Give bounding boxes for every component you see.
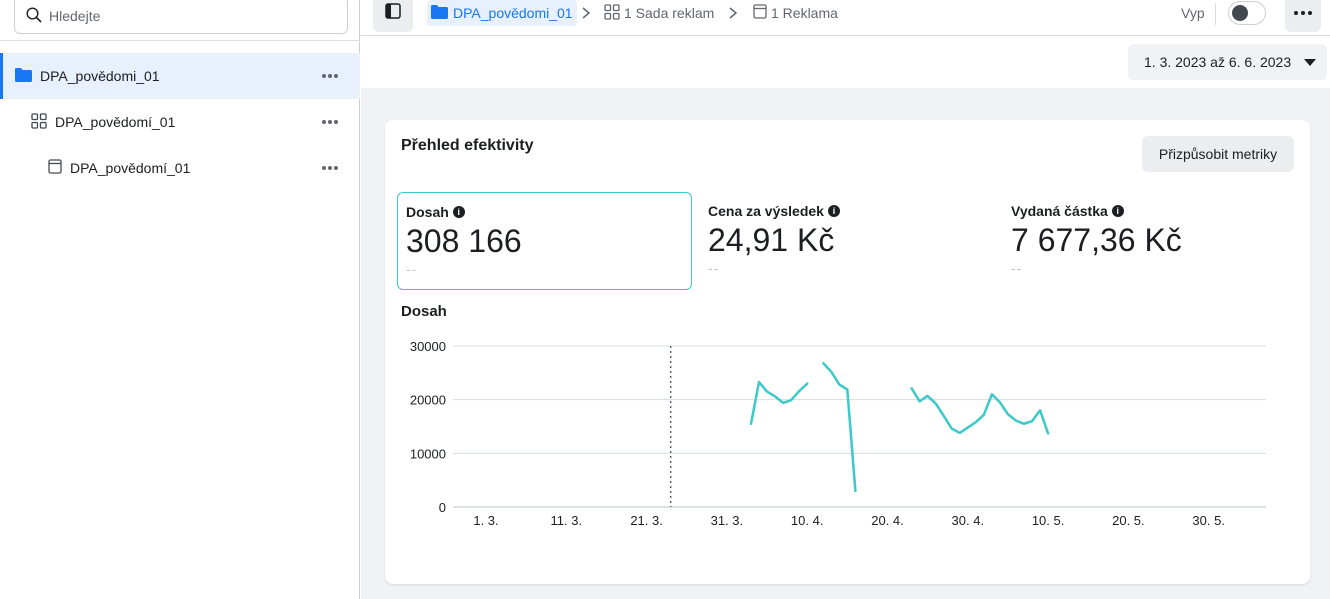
search-icon — [26, 7, 42, 28]
tree-item-label: DPA_povědomí_01 — [55, 114, 176, 130]
metric-label-row: Cena za výsledek i — [708, 203, 840, 219]
date-range-picker[interactable]: 1. 3. 2023 až 6. 6. 2023 — [1128, 44, 1327, 80]
ad-icon — [753, 4, 767, 22]
customize-metrics-button[interactable]: Přizpůsobit metriky — [1142, 136, 1294, 172]
y-tick-label: 30000 — [410, 339, 446, 354]
info-icon[interactable]: i — [452, 206, 465, 218]
metric-label-row: Vydaná částka i — [1011, 203, 1124, 219]
navigation-panel: DPA_povědomi_01 DPA_povědomí_01 DPA_pově… — [0, 0, 360, 599]
breadcrumb-label: DPA_povědomi_01 — [453, 5, 573, 21]
metric-reach[interactable]: Dosah i 308 166 -- — [397, 192, 692, 290]
y-tick-label: 10000 — [410, 446, 446, 461]
x-tick-label: 11. 3. — [551, 513, 583, 528]
search-input[interactable] — [49, 3, 339, 29]
divider — [1215, 3, 1216, 25]
series-line — [822, 361, 857, 493]
main-content: Přehled efektivity Přizpůsobit metriky D… — [361, 88, 1330, 599]
more-options-icon[interactable] — [320, 160, 340, 176]
sidebar-icon — [385, 2, 401, 24]
metric-value: 24,91 Kč — [708, 222, 835, 258]
metric-value: 308 166 — [406, 223, 522, 259]
x-tick-label: 10. 5. — [1032, 513, 1065, 528]
metric-value: 7 677,36 Kč — [1011, 222, 1182, 258]
breadcrumb-label: 1 Reklama — [771, 5, 838, 21]
on-off-toggle[interactable] — [1228, 1, 1266, 25]
series-line — [749, 380, 809, 426]
metric-comparison: -- — [1011, 260, 1023, 276]
x-tick-label: 31. 3. — [711, 513, 744, 528]
toggle-label: Vyp — [1181, 5, 1205, 21]
folder-icon — [15, 67, 32, 85]
x-tick-label: 30. 4. — [952, 513, 985, 528]
info-icon[interactable]: i — [1111, 205, 1124, 217]
x-tick-label: 20. 4. — [871, 513, 904, 528]
metric-label: Vydaná částka — [1011, 203, 1108, 219]
more-options-icon[interactable] — [320, 114, 340, 130]
grid-icon — [604, 3, 620, 23]
divider — [0, 40, 360, 41]
date-row: 1. 3. 2023 až 6. 6. 2023 — [361, 37, 1330, 88]
search-box[interactable] — [14, 0, 348, 34]
metric-label: Dosah — [406, 204, 449, 220]
card-title: Přehled efektivity — [401, 137, 534, 154]
series-line — [910, 387, 1050, 435]
tree-item-campaign[interactable]: DPA_povědomi_01 — [0, 53, 360, 99]
metric-label-row: Dosah i — [406, 204, 465, 220]
toggle-knob — [1232, 5, 1248, 21]
breadcrumb-campaign[interactable]: DPA_povědomi_01 — [427, 0, 577, 26]
metric-comparison: -- — [406, 261, 418, 277]
grid-icon — [31, 112, 47, 132]
x-tick-label: 20. 5. — [1112, 513, 1145, 528]
more-options-icon[interactable] — [320, 68, 340, 84]
x-tick-label: 30. 5. — [1192, 513, 1225, 528]
date-range-label: 1. 3. 2023 až 6. 6. 2023 — [1144, 54, 1292, 70]
chevron-right-icon — [728, 6, 738, 25]
sidebar-toggle-button[interactable] — [373, 0, 413, 32]
metric-amount-spent[interactable]: Vydaná částka i 7 677,36 Kč -- — [1003, 192, 1298, 290]
y-tick-label: 20000 — [410, 393, 446, 408]
x-tick-label: 1. 3. — [473, 513, 498, 528]
performance-card: Přehled efektivity Přizpůsobit metriky D… — [385, 120, 1310, 584]
tree-item-adset[interactable]: DPA_povědomí_01 — [0, 99, 360, 145]
info-icon[interactable]: i — [827, 205, 840, 217]
x-tick-label: 21. 3. — [630, 513, 663, 528]
more-options-button[interactable] — [1285, 0, 1321, 32]
chevron-right-icon — [581, 6, 591, 25]
x-tick-label: 10. 4. — [791, 513, 824, 528]
ad-icon — [48, 159, 62, 177]
metric-comparison: -- — [708, 260, 720, 276]
top-bar: DPA_povědomi_01 1 Sada reklam 1 Reklama … — [361, 0, 1330, 36]
metric-label: Cena za výsledek — [708, 203, 824, 219]
chart-title: Dosah — [401, 303, 447, 320]
tree-item-ad[interactable]: DPA_povědomí_01 — [0, 145, 360, 191]
breadcrumb-adset[interactable]: 1 Sada reklam — [604, 0, 714, 26]
folder-icon — [431, 4, 448, 22]
tree-item-label: DPA_povědomí_01 — [70, 160, 191, 176]
breadcrumb-ad[interactable]: 1 Reklama — [753, 0, 838, 26]
breadcrumb-label: 1 Sada reklam — [624, 5, 715, 21]
y-tick-label: 0 — [439, 500, 446, 515]
metric-cost-per-result[interactable]: Cena za výsledek i 24,91 Kč -- — [700, 192, 995, 290]
tree-item-label: DPA_povědomi_01 — [40, 68, 160, 84]
caret-down-icon — [1304, 59, 1316, 66]
reach-line-chart: 0 10000 20000 30000 1. 3. 11. 3. 21. 3. 31. 3. 1… — [410, 339, 1266, 528]
